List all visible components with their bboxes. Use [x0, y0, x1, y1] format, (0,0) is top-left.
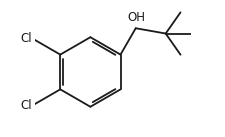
Text: Cl: Cl: [20, 32, 32, 45]
Text: OH: OH: [127, 11, 145, 24]
Text: Cl: Cl: [20, 99, 32, 112]
